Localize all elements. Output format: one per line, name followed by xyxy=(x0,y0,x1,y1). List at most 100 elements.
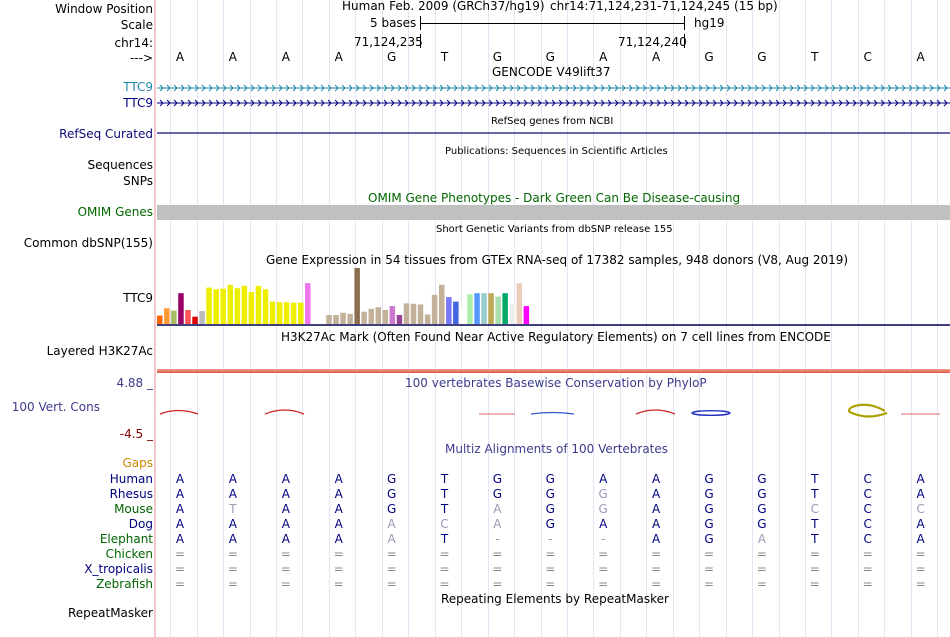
gtex-tissue-bar[interactable] xyxy=(389,306,396,324)
ttc9-gencode-track-2[interactable] xyxy=(157,99,950,107)
gtex-tissue-bar[interactable] xyxy=(248,292,255,324)
gtex-tissue-bar[interactable] xyxy=(453,301,459,324)
gtex-tissue-bar[interactable] xyxy=(382,310,389,324)
gtex-tissue-bar[interactable] xyxy=(213,289,219,324)
species-label-x_tropicalis[interactable]: X_tropicalis xyxy=(84,562,153,576)
gtex-tissue-bar[interactable] xyxy=(396,315,403,324)
gtex-tissue-bar[interactable] xyxy=(241,285,248,324)
gtex-tissue-bar[interactable] xyxy=(516,283,523,324)
gtex-tissue-bar[interactable] xyxy=(290,302,297,324)
phylop-mark-7 xyxy=(847,403,888,418)
gtex-tissue-bar[interactable] xyxy=(305,283,311,324)
gtex-tissue-bar[interactable] xyxy=(333,315,339,324)
label-gaps[interactable]: Gaps xyxy=(122,456,153,470)
gtex-tissue-bar[interactable] xyxy=(298,302,304,324)
species-label-human[interactable]: Human xyxy=(109,472,153,486)
species-label-elephant[interactable]: Elephant xyxy=(99,532,153,546)
gtex-tissue-bar[interactable] xyxy=(269,301,276,324)
guide-line xyxy=(805,0,806,637)
strand-chevron xyxy=(817,99,822,107)
strand-chevron xyxy=(376,99,381,107)
alignment-base: = xyxy=(703,577,715,591)
species-label-mouse[interactable]: Mouse xyxy=(114,502,153,516)
species-label-rhesus[interactable]: Rhesus xyxy=(109,487,153,501)
gtex-tissue-bar[interactable] xyxy=(403,303,410,324)
label-omim-genes[interactable]: OMIM Genes xyxy=(77,205,153,219)
alignment-base: T xyxy=(440,487,449,501)
gtex-tissue-bar[interactable] xyxy=(178,293,184,324)
gtex-tissue-bar[interactable] xyxy=(157,315,163,324)
label-common-dbsnp[interactable]: Common dbSNP(155) xyxy=(23,236,153,250)
gtex-tissue-bar[interactable] xyxy=(227,284,234,324)
strand-chevron xyxy=(768,99,773,107)
alignment-base: = xyxy=(915,562,926,576)
gtex-tissue-bar[interactable] xyxy=(495,296,501,324)
gtex-tissue-bar[interactable] xyxy=(234,288,241,324)
gtex-tissue-bar[interactable] xyxy=(460,306,466,324)
gtex-tissue-bar[interactable] xyxy=(326,315,332,324)
gtex-tissue-bar[interactable] xyxy=(340,312,346,324)
gtex-tissue-bar[interactable] xyxy=(192,316,198,324)
gtex-tissue-bar[interactable] xyxy=(446,297,452,324)
label-repeatmasker[interactable]: RepeatMasker xyxy=(67,606,153,620)
guide-line xyxy=(752,0,753,637)
h3k27ac-signal-band[interactable] xyxy=(157,369,950,373)
gtex-tissue-bar[interactable] xyxy=(276,302,283,324)
label-ttc9-gencode-1[interactable]: TTC9 xyxy=(123,80,153,94)
strand-chevron xyxy=(327,84,332,92)
gtex-tissue-bar[interactable] xyxy=(206,287,212,324)
gtex-tissue-bar[interactable] xyxy=(424,314,431,325)
gtex-tissue-bar[interactable] xyxy=(481,293,487,324)
gtex-tissue-bar[interactable] xyxy=(375,307,382,324)
label-window-position: Window Position xyxy=(55,2,153,16)
gtex-tissue-bar[interactable] xyxy=(474,293,480,324)
alignment-base: = xyxy=(333,577,344,591)
label-gtex-ttc9[interactable]: TTC9 xyxy=(123,291,153,305)
gtex-tissue-bar[interactable] xyxy=(488,293,494,324)
gtex-tissue-bar[interactable] xyxy=(164,308,170,324)
ttc9-gencode-track-1[interactable] xyxy=(157,84,950,92)
species-label-chicken[interactable]: Chicken xyxy=(105,547,153,561)
omim-gene-bar[interactable] xyxy=(157,205,950,220)
phylop-mark-4 xyxy=(530,411,575,415)
strand-chevron xyxy=(334,84,339,92)
gtex-tissue-bar[interactable] xyxy=(439,284,445,324)
gtex-tissue-bar[interactable] xyxy=(509,304,516,324)
label-ttc9-gencode-2[interactable]: TTC9 xyxy=(123,96,153,110)
label-snps[interactable]: SNPs xyxy=(123,174,153,188)
label-layered-h3k27ac[interactable]: Layered H3K27Ac xyxy=(46,344,153,358)
gtex-tissue-bar[interactable] xyxy=(467,294,473,324)
alignment-base: T xyxy=(811,472,819,486)
gtex-tissue-bar[interactable] xyxy=(199,311,205,324)
gtex-tissue-bar[interactable] xyxy=(523,306,530,324)
strand-chevron xyxy=(852,99,857,107)
gtex-tissue-bar[interactable] xyxy=(361,311,367,324)
gtex-tissue-bar[interactable] xyxy=(283,302,290,324)
gtex-tissue-bar[interactable] xyxy=(502,293,508,324)
strand-chevron xyxy=(663,84,668,92)
gtex-tissue-bar[interactable] xyxy=(347,313,353,324)
strand-chevron xyxy=(551,84,556,92)
label-sequences[interactable]: Sequences xyxy=(87,158,153,172)
label-refseq-curated[interactable]: RefSeq Curated xyxy=(59,127,153,141)
gtex-tissue-bar[interactable] xyxy=(368,308,375,324)
gtex-tissue-bar[interactable] xyxy=(255,285,262,324)
alignment-base: = xyxy=(333,562,344,576)
gtex-tissue-bar[interactable] xyxy=(354,268,360,324)
strand-chevron xyxy=(670,84,675,92)
species-label-zebrafish[interactable]: Zebrafish xyxy=(96,577,153,591)
gtex-tissue-bar[interactable] xyxy=(220,288,226,324)
strand-chevron xyxy=(460,84,465,92)
gtex-tissue-bar[interactable] xyxy=(185,310,191,324)
gtex-tissue-bar[interactable] xyxy=(410,303,417,324)
gtex-tissue-bar[interactable] xyxy=(171,310,177,324)
gtex-tissue-bar[interactable] xyxy=(431,294,438,324)
gtex-tissue-bar[interactable] xyxy=(417,304,424,324)
alignment-base: G xyxy=(704,532,714,546)
species-label-dog[interactable]: Dog xyxy=(128,517,153,531)
gtex-tissue-bar[interactable] xyxy=(262,289,269,324)
label-100-vert-cons[interactable]: 100 Vert. Cons xyxy=(11,400,100,414)
